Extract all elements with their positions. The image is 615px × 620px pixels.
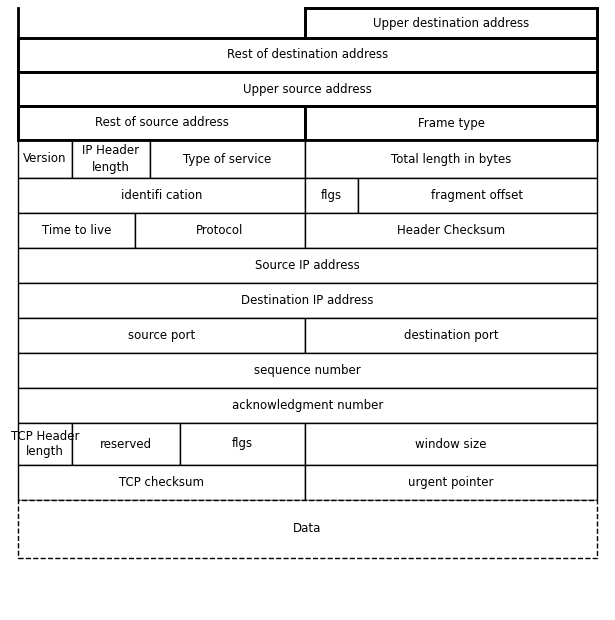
Bar xyxy=(18,213,135,248)
Text: Total length in bytes: Total length in bytes xyxy=(391,153,511,166)
Bar xyxy=(305,423,597,465)
Text: Rest of destination address: Rest of destination address xyxy=(227,48,388,61)
Bar xyxy=(18,353,597,388)
Bar xyxy=(18,500,597,558)
Bar xyxy=(18,388,597,423)
Text: fragment offset: fragment offset xyxy=(432,189,523,202)
Bar xyxy=(18,106,305,140)
Text: flgs: flgs xyxy=(321,189,342,202)
Text: Rest of source address: Rest of source address xyxy=(95,117,228,130)
Bar xyxy=(135,213,305,248)
Text: Protocol: Protocol xyxy=(196,224,244,237)
Bar xyxy=(18,465,305,500)
Bar xyxy=(150,140,305,178)
Bar xyxy=(305,465,597,500)
Bar xyxy=(18,140,72,178)
Text: Header Checksum: Header Checksum xyxy=(397,224,505,237)
Text: sequence number: sequence number xyxy=(254,364,361,377)
Bar xyxy=(18,248,597,283)
Text: Upper destination address: Upper destination address xyxy=(373,17,529,30)
Text: Type of service: Type of service xyxy=(183,153,272,166)
Text: Frame type: Frame type xyxy=(418,117,485,130)
Bar xyxy=(18,38,597,72)
Bar xyxy=(180,423,305,465)
Text: TCP Header
length: TCP Header length xyxy=(10,430,79,459)
Text: identifi cation: identifi cation xyxy=(121,189,202,202)
Bar xyxy=(72,423,180,465)
Bar xyxy=(72,140,150,178)
Text: acknowledgment number: acknowledgment number xyxy=(232,399,383,412)
Bar xyxy=(18,72,597,106)
Text: window size: window size xyxy=(415,438,486,451)
Text: Destination IP address: Destination IP address xyxy=(241,294,374,307)
Text: Upper source address: Upper source address xyxy=(243,82,372,95)
Bar xyxy=(18,283,597,318)
Text: reserved: reserved xyxy=(100,438,152,451)
Text: flgs: flgs xyxy=(232,438,253,451)
Bar xyxy=(305,178,358,213)
Text: urgent pointer: urgent pointer xyxy=(408,476,494,489)
Bar xyxy=(305,8,597,38)
Text: Version: Version xyxy=(23,153,67,166)
Text: Data: Data xyxy=(293,523,322,536)
Bar xyxy=(18,178,305,213)
Bar xyxy=(305,213,597,248)
Text: Time to live: Time to live xyxy=(42,224,111,237)
Text: TCP checksum: TCP checksum xyxy=(119,476,204,489)
Bar xyxy=(358,178,597,213)
Bar xyxy=(305,318,597,353)
Text: destination port: destination port xyxy=(403,329,498,342)
Bar xyxy=(305,140,597,178)
Text: Source IP address: Source IP address xyxy=(255,259,360,272)
Text: source port: source port xyxy=(128,329,195,342)
Bar xyxy=(18,423,72,465)
Bar xyxy=(305,106,597,140)
Text: IP Header
length: IP Header length xyxy=(82,144,140,174)
Bar xyxy=(18,318,305,353)
